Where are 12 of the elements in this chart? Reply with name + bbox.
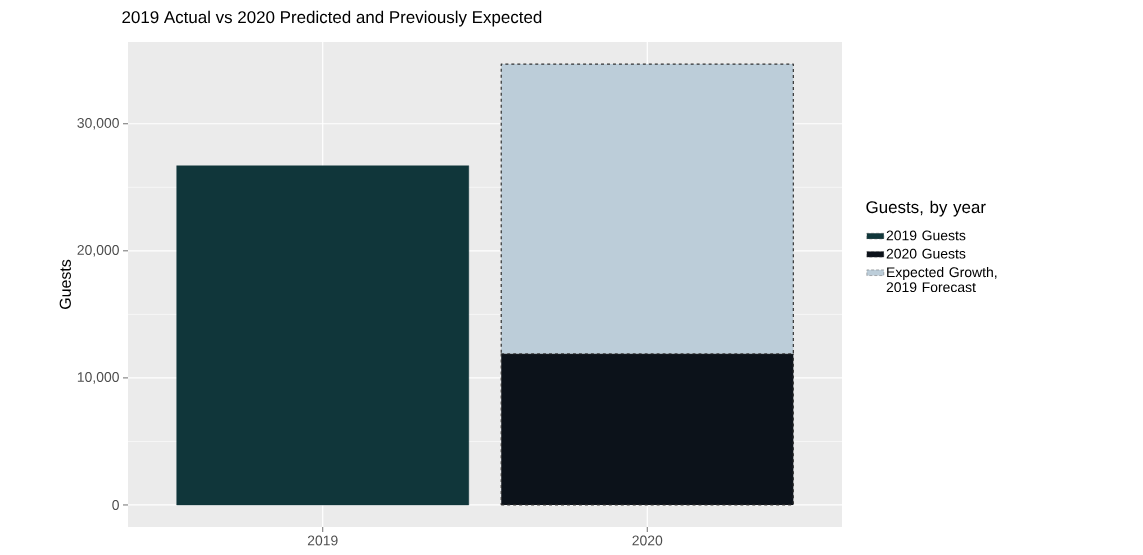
legend-title: Guests, by year — [866, 200, 986, 217]
y-tick-label: 20,000 — [77, 245, 119, 257]
y-tick-label: 10,000 — [77, 372, 119, 384]
x-tick-label: 2019 — [307, 535, 338, 546]
legend-label: 2020 Guests — [886, 248, 966, 259]
y-axis-title: Guests — [59, 259, 71, 309]
y-tick-label: 30,000 — [77, 117, 119, 130]
legend-label: 2019 Guests — [886, 230, 966, 241]
y-tick-label: 0 — [112, 500, 119, 510]
x-tick-label: 2020 — [632, 535, 663, 546]
legend-label: Expected Growth, 2019 Forecast — [886, 266, 997, 293]
chart-title: 2019 Actual vs 2020 Predicted and Previously Expected — [122, 10, 542, 27]
